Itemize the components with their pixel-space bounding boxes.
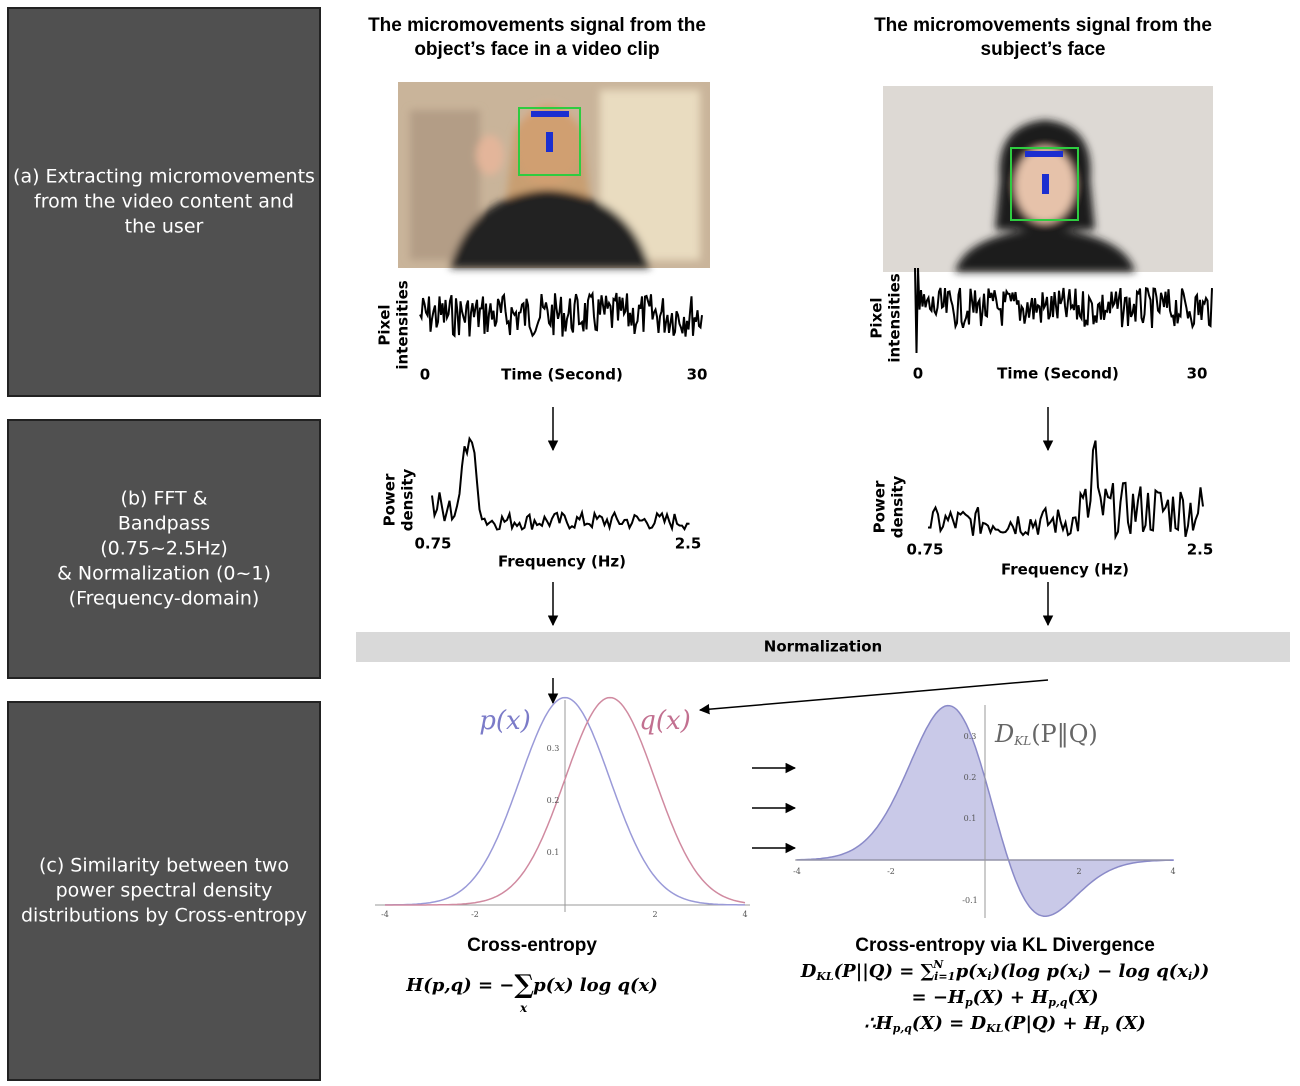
x-tick: -4 xyxy=(793,867,801,876)
x-end: 2.5 xyxy=(1187,541,1214,559)
p-label: p(x) xyxy=(479,706,531,736)
x-tick: -2 xyxy=(887,867,895,876)
panel-text: (b) FFT & xyxy=(121,488,208,510)
y-label: intensities xyxy=(886,273,904,362)
x-label: Time (Second) xyxy=(997,365,1119,383)
y-tick: 0.3 xyxy=(547,744,560,753)
kl-formula-1: DKL(P||Q) = ∑i=1N p(xi)(log p(xi) − log … xyxy=(800,958,1210,983)
kl-title: Cross-entropy via KL Divergence xyxy=(855,935,1155,956)
subject-frame xyxy=(883,86,1213,272)
x-tick: -2 xyxy=(471,910,479,919)
x-end: 2.5 xyxy=(675,535,702,553)
y-tick: 0.1 xyxy=(547,848,560,857)
signal-trace xyxy=(420,293,702,337)
y-label: intensities xyxy=(394,280,412,369)
y-tick: 0.2 xyxy=(547,796,560,805)
panel-text: (c) Similarity between two xyxy=(39,855,289,877)
y-tick: 0.3 xyxy=(964,732,977,741)
cross-entropy-title: Cross-entropy xyxy=(467,935,597,956)
panel-text: (a) Extracting micromovements xyxy=(13,166,315,188)
x-tick: 2 xyxy=(1076,867,1081,876)
x-tick: -4 xyxy=(381,910,389,919)
x-tick: 4 xyxy=(742,910,747,919)
kl-label: DKL(P‖Q) xyxy=(994,720,1098,749)
spectrum-trace xyxy=(928,441,1203,537)
x-start: 0.75 xyxy=(906,541,943,559)
panel-text: (Frequency-domain) xyxy=(69,588,260,610)
x-tick: 2 xyxy=(652,910,657,919)
q-label: q(x) xyxy=(639,706,691,736)
normalization-label: Normalization xyxy=(764,638,882,656)
signal-trace xyxy=(915,268,1212,353)
panel-text: power spectral density xyxy=(56,880,273,902)
video-frame xyxy=(398,82,710,268)
column-title: subject’s face xyxy=(981,39,1106,60)
x-start: 0.75 xyxy=(414,535,451,553)
y-label: density xyxy=(399,468,417,531)
x-label: Frequency (Hz) xyxy=(1001,561,1129,579)
kl-formula-2: = −Hp(X) + Hp,q(X) xyxy=(912,987,1099,1009)
kl-formula-3: ∴Hp,q(X) = DKL(P|Q) + Hp (X) xyxy=(864,1013,1146,1035)
x-end: 30 xyxy=(687,366,708,384)
x-start: 0 xyxy=(420,366,430,384)
y-tick: -0.1 xyxy=(962,896,977,905)
column-title: The micromovements signal from the xyxy=(874,15,1212,36)
panel-text: (0.75~2.5Hz) xyxy=(100,538,228,560)
x-tick: 4 xyxy=(1170,867,1175,876)
y-label: Pixel xyxy=(868,297,886,338)
panel-text: the user xyxy=(125,216,204,238)
y-label: Power xyxy=(871,480,889,533)
panel-text: & Normalization (0~1) xyxy=(57,563,271,585)
x-start: 0 xyxy=(913,365,923,383)
diagram: Normalization Cross-entropy H(p,q) = −∑x… xyxy=(0,0,1300,1082)
x-label: Frequency (Hz) xyxy=(498,553,626,571)
panel-text: from the video content and xyxy=(34,191,294,213)
column-title: The micromovements signal from the xyxy=(368,15,706,36)
panel-text: Bandpass xyxy=(118,513,210,535)
y-tick: 0.2 xyxy=(964,773,977,782)
y-label: density xyxy=(889,475,907,538)
column-title: object’s face in a video clip xyxy=(414,39,659,60)
spectrum-trace xyxy=(432,439,690,530)
x-end: 30 xyxy=(1187,365,1208,383)
y-label: Power xyxy=(381,473,399,526)
panel-text: distributions by Cross-entropy xyxy=(21,905,307,927)
cross-entropy-formula: H(p,q) = −∑xp(x) log q(x) xyxy=(405,970,658,1015)
x-label: Time (Second) xyxy=(501,366,623,384)
y-label: Pixel xyxy=(376,304,394,345)
y-tick: 0.1 xyxy=(964,814,977,823)
